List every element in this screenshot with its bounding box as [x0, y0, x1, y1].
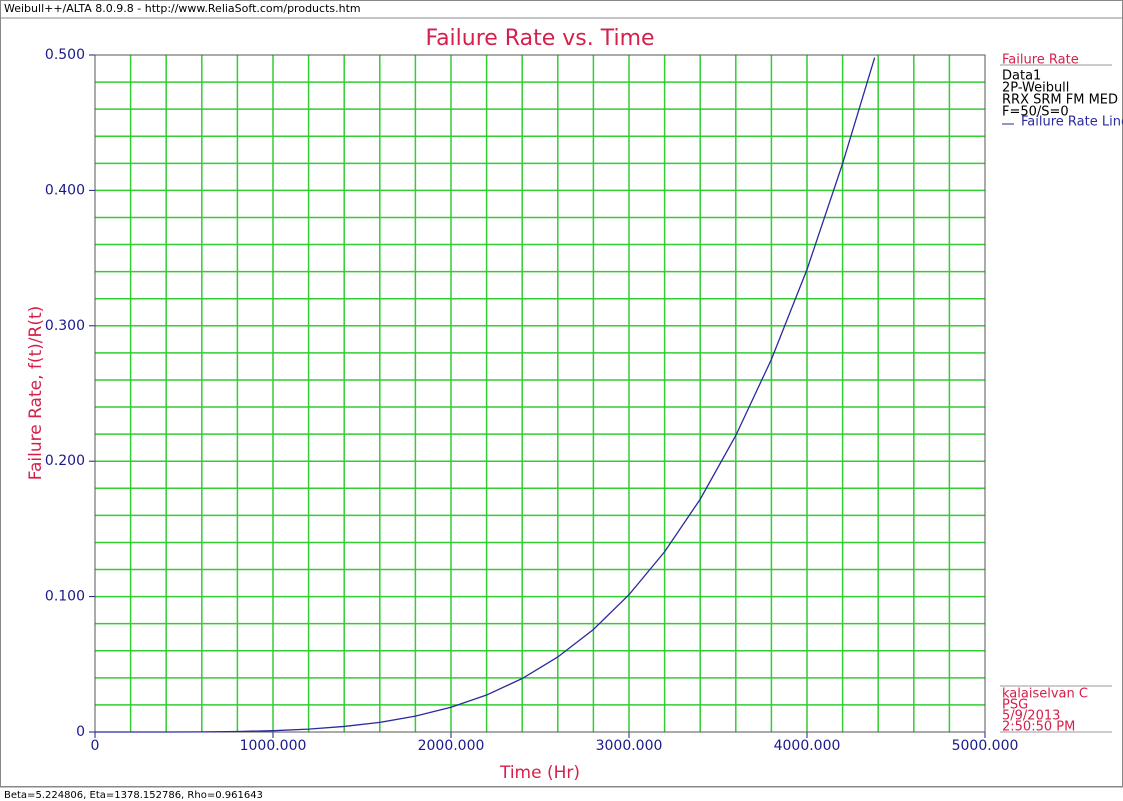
y-tick-label: 0.100 — [45, 589, 85, 605]
chart-title: Failure Rate vs. Time — [425, 26, 654, 51]
stamp-text: PSG — [1002, 698, 1028, 713]
legend-text: F=50/S=0 — [1002, 105, 1069, 120]
plot-frame — [94, 54, 986, 733]
y-tick-label: 0 — [76, 724, 85, 740]
x-tick-label: 2000.000 — [418, 738, 485, 754]
stamp-text: 5/9/2013 — [1002, 709, 1060, 724]
x-axis-label: Time (Hr) — [499, 763, 580, 783]
x-tick-label: 5000.000 — [952, 738, 1019, 754]
x-tick-label: 4000.000 — [774, 738, 841, 754]
status-text: Beta=5.224806, Eta=1378.152786, Rho=0.96… — [4, 790, 263, 801]
y-tick-label: 0.200 — [45, 453, 85, 469]
window-title: Weibull++/ALTA 8.0.9.8 - http://www.Reli… — [4, 2, 361, 15]
y-tick-label: 0.300 — [45, 318, 85, 334]
legend-label: Failure Rate Line — [1021, 115, 1123, 130]
x-tick-label: 3000.000 — [596, 738, 663, 754]
legend-text: Data1 — [1002, 69, 1041, 84]
series-line — [94, 57, 876, 733]
legend-title: Failure Rate — [1002, 53, 1079, 68]
x-tick-label: 1000.000 — [240, 738, 307, 754]
y-tick-label: 0.500 — [45, 47, 85, 63]
x-tick-label: 0 — [91, 738, 100, 754]
y-axis-label: Failure Rate, f(t)/R(t) — [26, 306, 46, 481]
y-tick-label: 0.400 — [45, 182, 85, 198]
legend-text: RRX SRM FM MED — [1002, 93, 1118, 108]
legend-text: 2P-Weibull — [1002, 81, 1069, 96]
stamp-text: kalaiselvan C — [1002, 687, 1088, 702]
stamp-text: 2:50:50 PM — [1002, 720, 1075, 735]
